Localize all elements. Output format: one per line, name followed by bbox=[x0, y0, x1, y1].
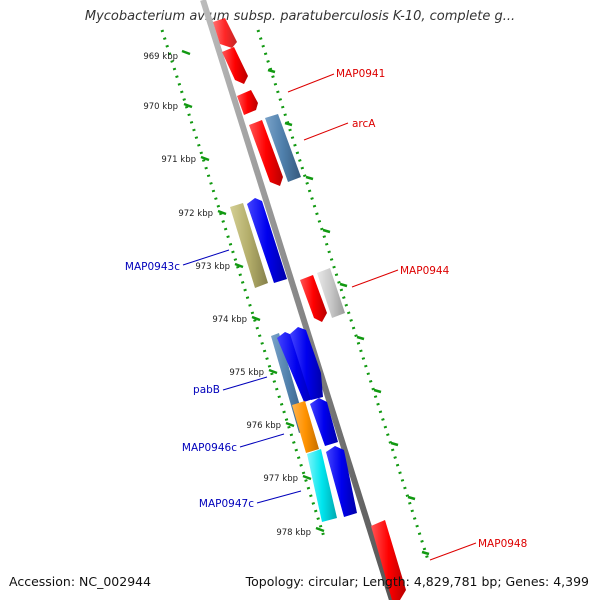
outer-tick bbox=[390, 441, 399, 447]
outer-tick bbox=[305, 175, 314, 181]
kbp-label: 973 kbp bbox=[195, 262, 230, 272]
gene-features[interactable] bbox=[213, 18, 406, 600]
gene-feature-blue[interactable] bbox=[290, 327, 323, 400]
gene-feature-red[interactable] bbox=[222, 47, 248, 84]
connector-map0947c bbox=[256, 490, 302, 504]
gene-label-map0947c[interactable]: MAP0947c bbox=[199, 498, 254, 510]
gene-feature-olive[interactable] bbox=[230, 203, 268, 288]
gene-label-map0946c[interactable]: MAP0946c bbox=[182, 442, 237, 454]
kbp-tick bbox=[251, 315, 261, 322]
kbp-tick bbox=[183, 102, 193, 109]
gene-feature-blue[interactable] bbox=[326, 446, 357, 517]
outer-tick bbox=[322, 228, 331, 234]
outer-tick bbox=[407, 495, 416, 501]
gene-feature-red[interactable] bbox=[371, 520, 406, 600]
gene-label-map0948[interactable]: MAP0948 bbox=[478, 538, 527, 550]
kbp-tick bbox=[285, 421, 295, 428]
outer-ticks bbox=[267, 68, 430, 556]
gene-feature-blue[interactable] bbox=[247, 198, 287, 283]
kbp-labels: 969 kbp 970 kbp 971 kbp 972 kbp 973 kbp … bbox=[143, 52, 311, 538]
kbp-label: 976 kbp bbox=[246, 421, 281, 431]
label-connectors bbox=[182, 73, 477, 561]
gene-label-arca[interactable]: arcA bbox=[352, 118, 376, 130]
gene-label-map0943c[interactable]: MAP0943c bbox=[125, 261, 180, 273]
outer-tick bbox=[356, 335, 365, 341]
gene-label-pabb[interactable]: pabB bbox=[193, 384, 220, 396]
map-title: Mycobacterium avium subsp. paratuberculo… bbox=[84, 9, 516, 24]
outer-tick bbox=[339, 282, 348, 288]
connector-map0944 bbox=[351, 269, 399, 288]
reverse-track-guide bbox=[160, 29, 327, 541]
kbp-label: 971 kbp bbox=[161, 155, 196, 165]
connector-arca bbox=[303, 122, 349, 141]
gene-label-map0944[interactable]: MAP0944 bbox=[400, 265, 450, 277]
outer-tick bbox=[267, 68, 276, 74]
kbp-tick bbox=[200, 155, 210, 162]
gene-feature-orange[interactable] bbox=[292, 401, 319, 453]
kbp-label: 974 kbp bbox=[212, 315, 247, 325]
gene-feature-blue[interactable] bbox=[310, 398, 338, 446]
kbp-tick bbox=[315, 526, 325, 533]
connector-map0941 bbox=[287, 73, 335, 93]
gene-feature-red[interactable] bbox=[213, 18, 237, 48]
gene-label-map0941[interactable]: MAP0941 bbox=[336, 68, 385, 80]
kbp-tick bbox=[234, 262, 244, 269]
connector-pabb bbox=[222, 376, 268, 391]
kbp-tick bbox=[302, 474, 312, 481]
kbp-label: 970 kbp bbox=[143, 102, 178, 112]
gene-feature-arcA[interactable] bbox=[249, 120, 283, 186]
kbp-tick bbox=[181, 49, 191, 56]
kbp-tick bbox=[217, 209, 227, 216]
outer-tick bbox=[284, 121, 293, 127]
connector-map0943c bbox=[182, 249, 230, 266]
connector-map0948 bbox=[429, 542, 477, 561]
kbp-ticks bbox=[181, 49, 325, 533]
kbp-label: 978 kbp bbox=[276, 528, 311, 538]
outer-tick bbox=[421, 550, 430, 556]
gene-labels: MAP0941 arcA MAP0944 MAP0948 MAP0943c pa… bbox=[125, 68, 527, 550]
genome-backbone bbox=[200, 0, 395, 600]
gene-feature-red[interactable] bbox=[300, 275, 327, 322]
connector-map0946c bbox=[239, 433, 285, 448]
kbp-tick bbox=[268, 368, 278, 375]
kbp-label: 975 kbp bbox=[229, 368, 264, 378]
accession-text: Accession: NC_002944 bbox=[9, 574, 152, 589]
kbp-label: 977 kbp bbox=[263, 474, 298, 484]
kbp-label: 972 kbp bbox=[178, 209, 213, 219]
outer-tick bbox=[373, 388, 382, 394]
gene-feature-red[interactable] bbox=[237, 90, 258, 115]
kbp-label: 969 kbp bbox=[143, 52, 178, 62]
gene-feature-steelblue[interactable] bbox=[265, 114, 301, 182]
genome-stats: Topology: circular; Length: 4,829,781 bp… bbox=[245, 574, 589, 589]
gene-feature-gray[interactable] bbox=[317, 268, 345, 318]
gene-feature-cyan[interactable] bbox=[307, 449, 337, 522]
